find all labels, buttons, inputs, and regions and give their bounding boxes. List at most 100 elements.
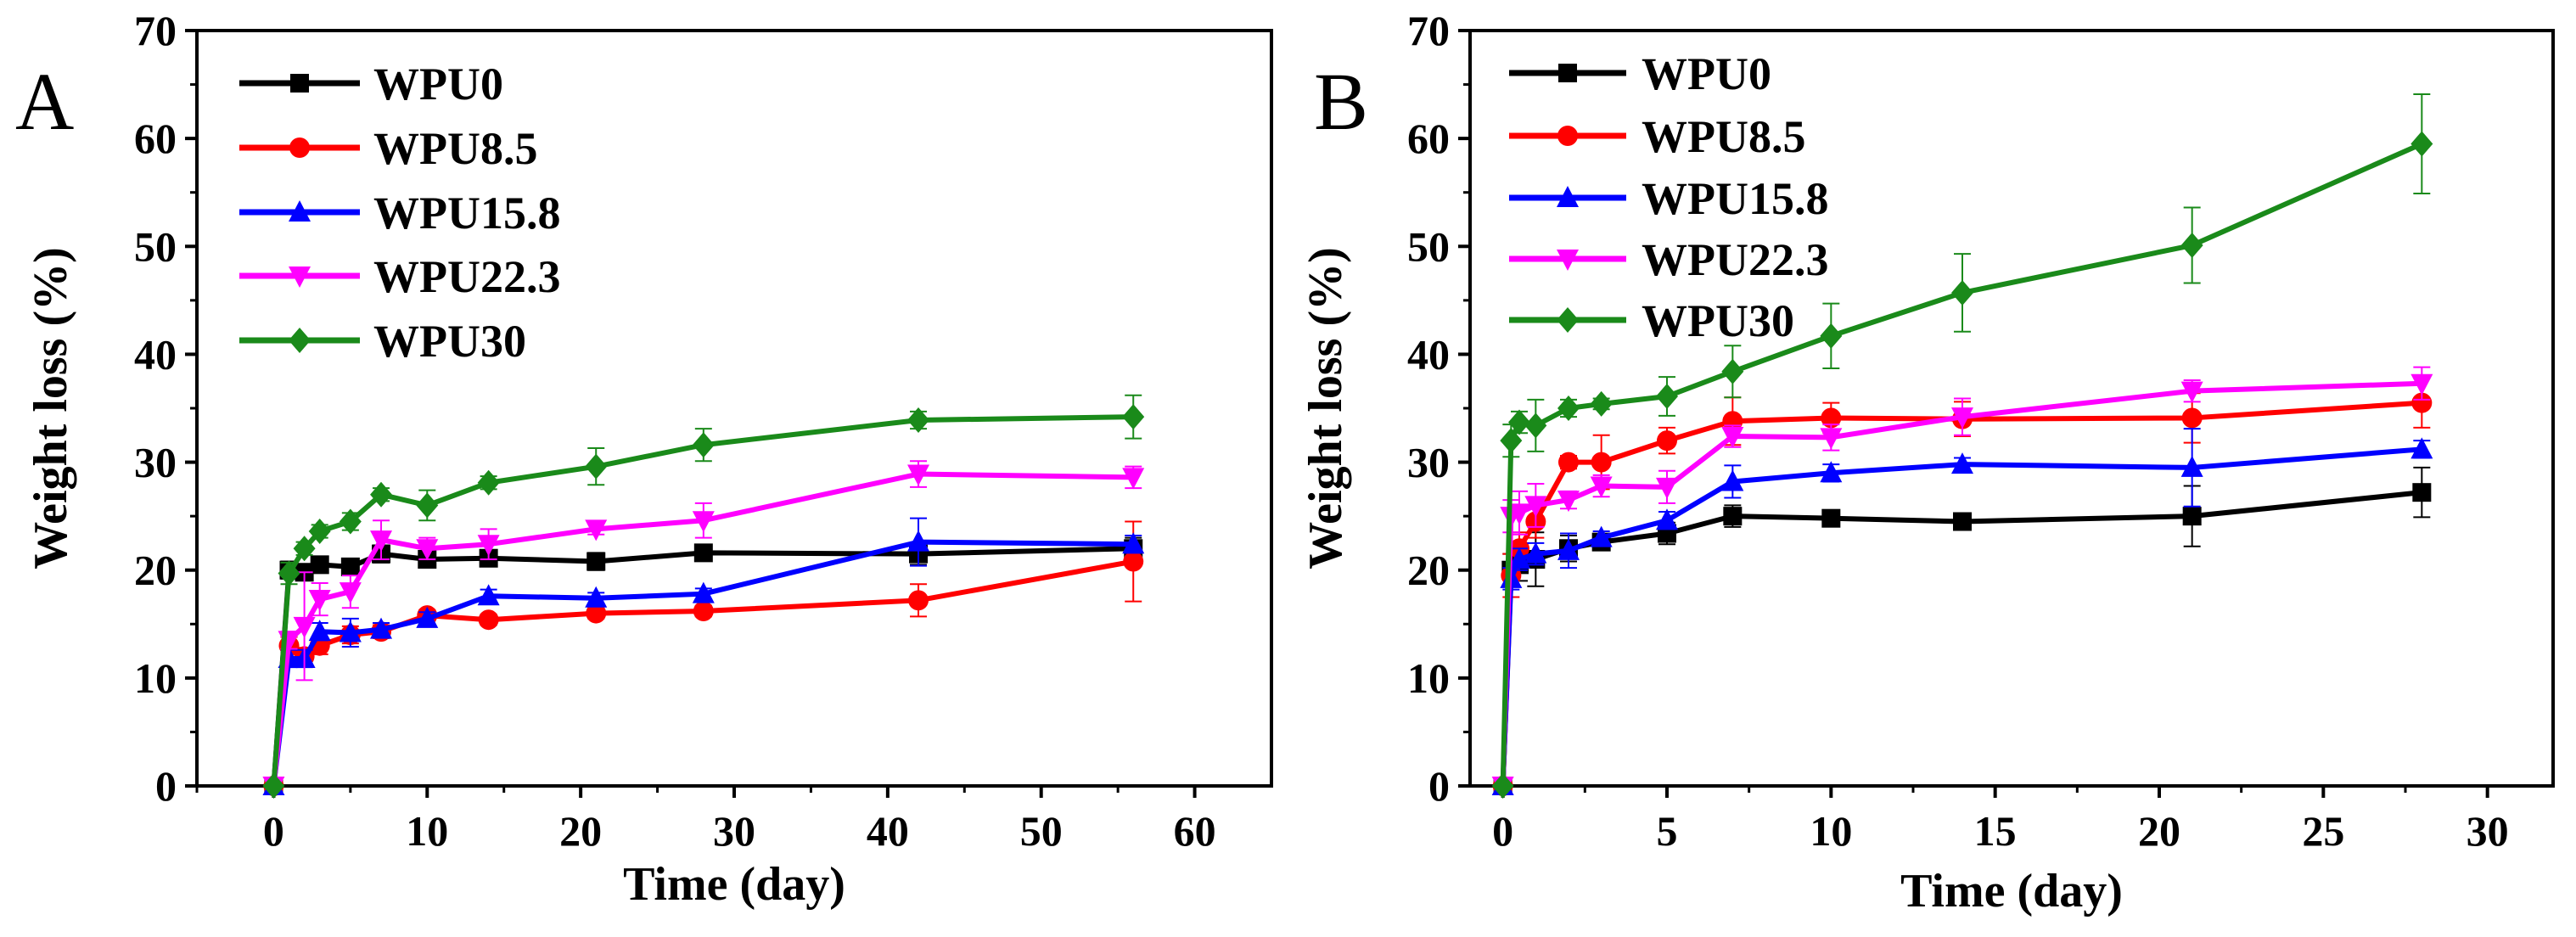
- data-point: [339, 620, 362, 642]
- data-point: [478, 609, 499, 631]
- x-tick-label: 0: [263, 807, 284, 855]
- data-point: [1820, 428, 1843, 450]
- y-tick-label: 20: [134, 547, 177, 594]
- data-point: [586, 552, 606, 571]
- data-point: [1491, 773, 1514, 799]
- legend-item: WPU22.3: [1509, 234, 1828, 285]
- y-tick-label: 30: [134, 439, 177, 486]
- data-point: [1951, 452, 1973, 474]
- legend-item: WPU0: [1509, 48, 1771, 99]
- series-wpu15-8: [262, 517, 1145, 795]
- legend-marker: [289, 200, 311, 222]
- x-tick-label: 30: [713, 807, 755, 855]
- legend-item: WPU15.8: [239, 188, 560, 238]
- x-tick-label: 10: [1810, 807, 1852, 855]
- x-tick-label: 20: [2138, 807, 2180, 855]
- data-point: [1508, 547, 1530, 569]
- data-point: [1500, 428, 1523, 454]
- legend-marker: [1558, 64, 1577, 82]
- data-point: [2410, 131, 2433, 157]
- legend-marker: [289, 328, 311, 353]
- data-point: [1721, 469, 1744, 491]
- data-point: [1821, 407, 1842, 429]
- legend-item: WPU0: [239, 59, 503, 109]
- legend-item: WPU8.5: [239, 123, 537, 174]
- data-point: [310, 555, 329, 575]
- legend-label: WPU8.5: [1642, 111, 1805, 162]
- chart-panel-b: 0 10 20 30 40 50 60 70 0 5 10 15 20 25 30 Time (day) Wei…: [1299, 7, 2555, 917]
- data-point: [586, 603, 607, 624]
- x-tick-label: 0: [1492, 807, 1513, 855]
- y-tick-label: 60: [1407, 115, 1450, 162]
- data-point: [1820, 323, 1843, 349]
- series-wpu8-5: [1492, 377, 2433, 796]
- legend-item: WPU22.3: [239, 251, 560, 302]
- data-point: [692, 511, 715, 533]
- data-point: [416, 539, 439, 561]
- data-point: [2410, 373, 2433, 396]
- data-point: [907, 464, 930, 486]
- data-point: [1524, 541, 1547, 564]
- data-point: [1721, 427, 1744, 449]
- data-point: [585, 453, 608, 480]
- legend-label: WPU22.3: [373, 251, 560, 302]
- data-point: [340, 557, 360, 576]
- data-point: [1524, 412, 1547, 439]
- x-axis-label: Time (day): [623, 858, 845, 911]
- data-point: [1821, 508, 1841, 528]
- x-tick-label: 20: [559, 807, 602, 855]
- legend-label: WPU22.3: [1642, 234, 1828, 285]
- series-wpu15-8: [1491, 428, 2433, 795]
- x-axis-label: Time (day): [1900, 865, 2123, 917]
- data-point: [477, 469, 500, 496]
- legend-marker: [289, 137, 310, 158]
- legend-label: WPU30: [373, 316, 526, 367]
- data-point: [1122, 468, 1145, 490]
- data-point: [1590, 476, 1613, 498]
- legend-marker: [1557, 126, 1578, 146]
- data-point: [2180, 381, 2203, 403]
- data-point: [477, 535, 500, 557]
- series-line: [1500, 490, 2422, 787]
- data-point: [278, 560, 300, 586]
- y-tick-label: 0: [155, 762, 177, 810]
- data-point: [2410, 437, 2433, 459]
- data-point: [1656, 477, 1678, 499]
- data-point: [1508, 503, 1530, 525]
- data-point: [693, 543, 713, 563]
- panel-label: B: [1314, 56, 1368, 147]
- x-tick-label: 25: [2302, 807, 2344, 855]
- legend-item: WPU8.5: [1509, 111, 1805, 162]
- data-point: [693, 601, 714, 622]
- series-wpu0: [264, 536, 1143, 795]
- legend-item: WPU30: [1509, 295, 1794, 346]
- x-tick-label: 50: [1020, 807, 1063, 855]
- data-point: [308, 620, 331, 642]
- data-point: [692, 581, 715, 603]
- legend-label: WPU0: [1642, 48, 1771, 99]
- data-point: [1524, 496, 1547, 518]
- data-point: [1558, 452, 1579, 473]
- y-tick-label: 40: [1407, 330, 1450, 378]
- series-line: [271, 539, 1134, 787]
- data-point: [477, 584, 500, 606]
- data-point: [339, 508, 362, 535]
- chart-panel-a: 0 10 20 30 40 50 60 70 0 10 20 30 40 50 60 Time (day) We…: [15, 7, 1273, 911]
- legend-label: WPU30: [1642, 295, 1794, 346]
- legend-item: WPU30: [239, 316, 526, 367]
- y-tick-label: 0: [1428, 762, 1450, 810]
- plot-frame: [195, 29, 1273, 788]
- legend-label: WPU0: [373, 59, 503, 109]
- data-point: [370, 481, 393, 508]
- data-point: [2182, 507, 2202, 526]
- legend-label: WPU15.8: [373, 188, 560, 238]
- x-tick-label: 40: [867, 807, 909, 855]
- legend-label: WPU8.5: [373, 123, 537, 174]
- data-point: [1557, 491, 1580, 513]
- data-point: [1122, 404, 1145, 430]
- data-point: [416, 492, 439, 519]
- data-point: [1123, 551, 1144, 572]
- y-tick-label: 20: [1407, 547, 1450, 594]
- x-tick-label: 10: [406, 807, 448, 855]
